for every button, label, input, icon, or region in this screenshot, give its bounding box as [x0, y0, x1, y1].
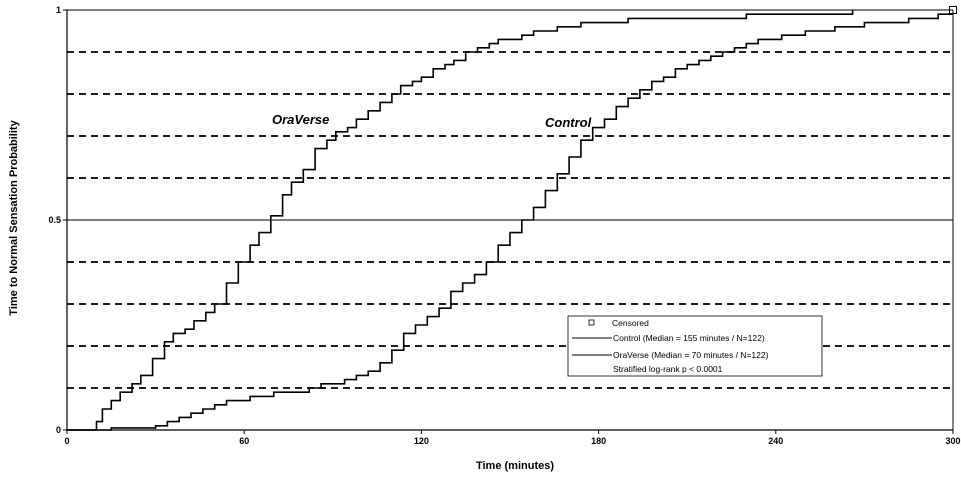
x-tick-label: 0 — [64, 436, 69, 446]
series-layer — [67, 6, 957, 431]
x-axis-title: Time (minutes) — [476, 460, 554, 472]
y-tick-label: 0.5 — [48, 215, 61, 225]
series-line-control — [67, 13, 953, 431]
legend-text-censored: Censored — [612, 318, 649, 328]
y-axis-title: Time to Normal Sensation Probability — [8, 119, 20, 315]
y-tick-label: 1 — [56, 5, 61, 15]
legend: Censored Control (Median = 155 minutes /… — [567, 315, 823, 377]
x-tick-label: 180 — [591, 436, 606, 446]
legend-text-control: Control (Median = 155 minutes / N=122) — [613, 333, 765, 343]
x-tick-label: 120 — [414, 436, 429, 446]
legend-box — [567, 315, 823, 377]
y-tick-label: 0 — [56, 425, 61, 435]
x-tick-label: 300 — [945, 436, 960, 446]
x-tick-label: 240 — [768, 436, 783, 446]
series-label-control: Control — [545, 115, 592, 130]
legend-text-oraverse: OraVerse (Median = 70 minutes / N=122) — [613, 350, 769, 360]
series-line-oraverse — [67, 10, 854, 431]
legend-text-logrank: Stratified log-rank p < 0.0001 — [613, 364, 723, 374]
legend-marker-censored — [588, 319, 595, 326]
x-tick-label: 60 — [239, 436, 249, 446]
series-label-oraverse: OraVerse — [272, 112, 329, 127]
axis-layer: 0 60 120 180 240 300 0 0.5 1 — [48, 5, 960, 446]
